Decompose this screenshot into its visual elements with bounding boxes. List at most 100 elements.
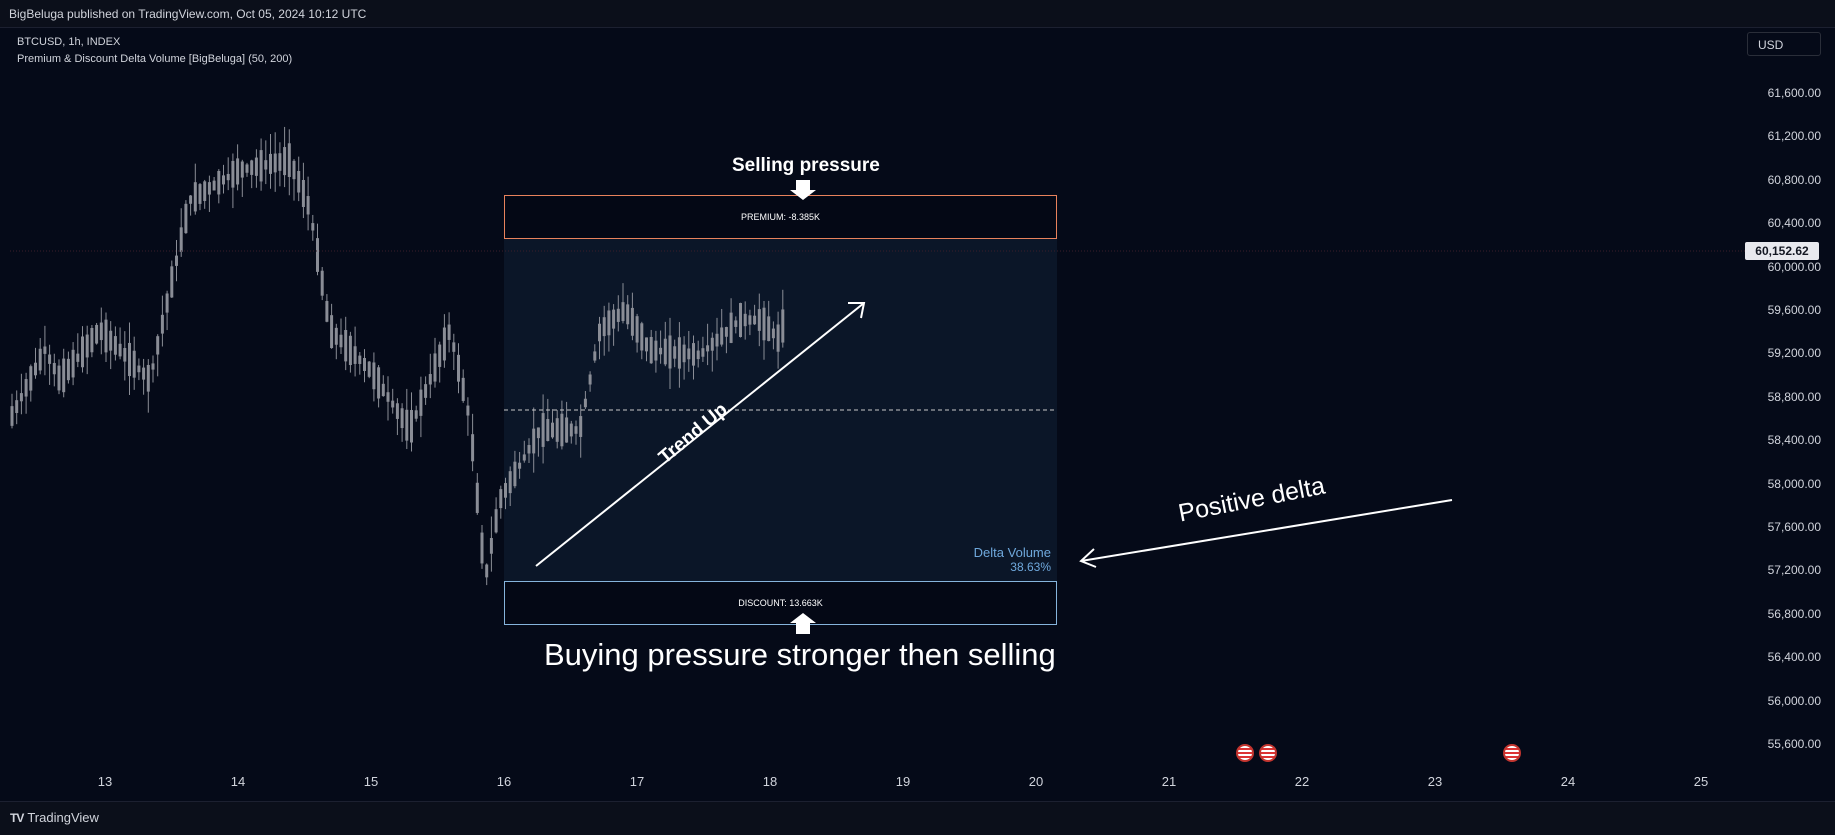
candle-body bbox=[170, 266, 174, 298]
candle-body bbox=[391, 400, 395, 408]
candle-body bbox=[692, 343, 695, 366]
candle-body bbox=[344, 329, 348, 362]
candle-body bbox=[480, 532, 484, 564]
price-tick-label: 58,800.00 bbox=[1767, 389, 1821, 404]
indicator-legend[interactable]: Premium & Discount Delta Volume [BigBelu… bbox=[17, 53, 293, 65]
candle-body bbox=[57, 365, 61, 391]
us-flag-event-icon[interactable] bbox=[1259, 744, 1277, 762]
publish-bar: BigBeluga published on TradingView.com, … bbox=[0, 0, 1835, 28]
candle-body bbox=[99, 322, 103, 341]
candle-body bbox=[663, 338, 667, 365]
candle-body bbox=[10, 406, 14, 426]
candle-body bbox=[687, 348, 691, 360]
candle-body bbox=[607, 310, 611, 336]
candle-body bbox=[151, 363, 155, 370]
time-tick-label: 25 bbox=[1693, 774, 1709, 789]
candle-body bbox=[640, 323, 644, 351]
time-tick-label: 14 bbox=[230, 774, 246, 789]
chart-legend: BTCUSD, 1h, INDEX Premium & Discount Del… bbox=[17, 34, 292, 68]
candle-body bbox=[24, 379, 28, 397]
candle-body bbox=[292, 160, 296, 180]
time-tick-label: 16 bbox=[496, 774, 512, 789]
candle-body bbox=[734, 320, 738, 327]
time-tick-label: 17 bbox=[629, 774, 645, 789]
candle-body bbox=[513, 461, 517, 487]
candle-body bbox=[95, 324, 99, 344]
candle-body bbox=[494, 509, 498, 533]
time-tick-label: 23 bbox=[1427, 774, 1443, 789]
candle-body bbox=[504, 483, 507, 498]
price-tick-label: 57,600.00 bbox=[1767, 520, 1821, 534]
price-chart[interactable] bbox=[0, 0, 1745, 790]
candle-body bbox=[489, 538, 493, 554]
candle-body bbox=[142, 367, 146, 380]
candle-body bbox=[48, 354, 52, 364]
candle-body bbox=[654, 340, 658, 361]
candle-body bbox=[217, 170, 221, 195]
candle-body bbox=[400, 408, 404, 429]
candle-body bbox=[90, 327, 94, 353]
candle-body bbox=[668, 335, 672, 369]
candle-body bbox=[555, 418, 559, 442]
candle-body bbox=[377, 367, 381, 399]
candle-body bbox=[137, 365, 141, 373]
candle-body bbox=[518, 462, 522, 469]
candle-body bbox=[781, 309, 785, 343]
selling-arrow-icon bbox=[790, 180, 816, 200]
candle-body bbox=[560, 413, 564, 447]
candle-body bbox=[339, 334, 343, 348]
candle-body bbox=[118, 343, 122, 357]
time-tick-label: 22 bbox=[1294, 774, 1310, 789]
candle-body bbox=[81, 336, 84, 368]
candle-body bbox=[301, 179, 305, 208]
candle-body bbox=[522, 454, 526, 461]
candle-body bbox=[447, 324, 451, 340]
tradingview-brand: TradingView bbox=[27, 810, 99, 825]
candle-body bbox=[616, 308, 620, 322]
candle-body bbox=[602, 317, 606, 337]
candle-body bbox=[240, 161, 244, 178]
tradingview-logo[interactable]: TV TradingView bbox=[10, 810, 99, 825]
candle-body bbox=[696, 350, 700, 360]
candle-body bbox=[748, 315, 752, 325]
candle-body bbox=[645, 337, 648, 352]
candle-body bbox=[532, 428, 536, 454]
candle-body bbox=[706, 345, 710, 352]
us-flag-event-icon[interactable] bbox=[1503, 744, 1521, 762]
us-flag-event-icon[interactable] bbox=[1236, 744, 1254, 762]
candle-body bbox=[442, 327, 446, 361]
candle-body bbox=[410, 410, 413, 443]
symbol-legend[interactable]: BTCUSD, 1h, INDEX bbox=[17, 36, 121, 48]
time-tick-label: 20 bbox=[1028, 774, 1044, 789]
candle-body bbox=[231, 160, 235, 188]
candle-body bbox=[165, 293, 169, 313]
candle-body bbox=[34, 362, 37, 376]
candle-body bbox=[175, 255, 178, 266]
delta-volume-title: Delta Volume bbox=[973, 545, 1051, 560]
price-axis[interactable]: 61,600.00 61,200.00 60,800.00 60,400.00 60,0… bbox=[1745, 28, 1835, 788]
candle-body bbox=[62, 358, 66, 393]
price-tick-label: 55,600.00 bbox=[1767, 737, 1821, 751]
candle-body bbox=[433, 353, 437, 382]
candle-body bbox=[132, 350, 136, 378]
candle-body bbox=[461, 377, 465, 401]
price-tick-label: 61,200.00 bbox=[1767, 129, 1821, 144]
candle-body bbox=[109, 330, 113, 351]
candle-body bbox=[438, 344, 442, 367]
candle-body bbox=[466, 405, 470, 416]
candle-body bbox=[226, 173, 230, 181]
candle-body bbox=[457, 354, 460, 382]
candle-body bbox=[659, 347, 663, 355]
candle-body bbox=[325, 301, 329, 322]
candle-body bbox=[635, 316, 639, 343]
candle-body bbox=[19, 393, 23, 402]
candle-body bbox=[330, 315, 334, 349]
candle-body bbox=[193, 182, 197, 212]
candle-body bbox=[677, 337, 681, 369]
candle-body bbox=[273, 153, 277, 173]
candle-body bbox=[569, 423, 573, 437]
candle-body bbox=[236, 158, 240, 185]
candle-body bbox=[551, 422, 554, 438]
candle-body bbox=[207, 182, 211, 195]
currency-button[interactable]: USD bbox=[1747, 32, 1821, 56]
